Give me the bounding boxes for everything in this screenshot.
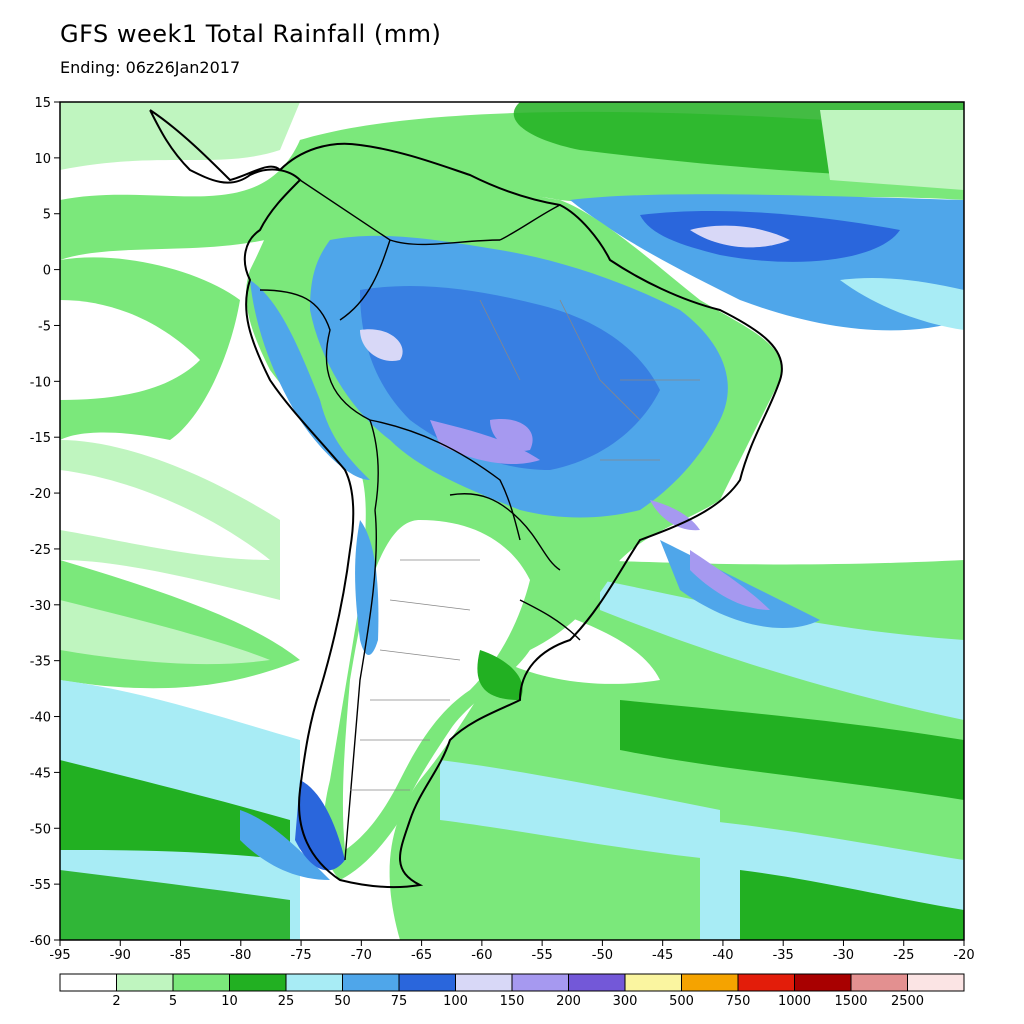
lat-tick-label: -55 bbox=[30, 878, 51, 893]
province-borders bbox=[350, 299, 700, 791]
lon-tick-label: -45 bbox=[652, 948, 673, 963]
lat-tick-label: 10 bbox=[34, 152, 51, 167]
colorbar-swatch bbox=[116, 973, 174, 992]
colorbar-label: 750 bbox=[726, 994, 751, 1009]
colorbar-swatch bbox=[398, 973, 456, 992]
plot-frame bbox=[59, 101, 965, 941]
colorbar-label: 200 bbox=[556, 994, 581, 1009]
lon-tick-label: -20 bbox=[953, 948, 974, 963]
map-title: GFS week1 Total Rainfall (mm) bbox=[60, 20, 442, 48]
lon-tick-label: -40 bbox=[712, 948, 733, 963]
lat-tick-label: -30 bbox=[30, 599, 51, 614]
colorbar-swatch bbox=[172, 973, 230, 992]
map-subtitle: Ending: 06z26Jan2017 bbox=[60, 58, 241, 77]
lon-tick-label: -90 bbox=[110, 948, 131, 963]
colorbar: 2 5 10 25 50 75 100 150 200 300 500 750 1000 1500 2500 bbox=[59, 973, 965, 1009]
lat-tick-label: -45 bbox=[30, 766, 51, 781]
colorbar-label: 2500 bbox=[891, 994, 924, 1009]
colorbar-label: 100 bbox=[443, 994, 468, 1009]
lat-tick-label: -5 bbox=[38, 319, 51, 334]
latitude-axis: 15 10 5 0 -5 -10 -15 -20 -25 -30 -35 -40 -45 -50 -55 -6… bbox=[30, 96, 60, 949]
colorbar-swatch bbox=[285, 973, 343, 992]
lon-tick-label: -75 bbox=[290, 948, 311, 963]
lat-tick-label: -20 bbox=[30, 487, 51, 502]
colorbar-label: 50 bbox=[334, 994, 351, 1009]
colorbar-label: 2 bbox=[112, 994, 120, 1009]
colorbar-label: 10 bbox=[221, 994, 238, 1009]
colorbar-swatch bbox=[681, 973, 739, 992]
colorbar-swatch bbox=[511, 973, 569, 992]
colorbar-swatch bbox=[455, 973, 513, 992]
colorbar-swatch bbox=[794, 973, 852, 992]
colorbar-label: 300 bbox=[613, 994, 638, 1009]
rainfall-field bbox=[60, 102, 964, 940]
lat-tick-label: -60 bbox=[30, 934, 51, 949]
colorbar-label: 5 bbox=[169, 994, 177, 1009]
lat-tick-label: 5 bbox=[43, 208, 51, 223]
coastline bbox=[149, 109, 783, 889]
lon-tick-label: -25 bbox=[893, 948, 914, 963]
lat-tick-label: -25 bbox=[30, 543, 51, 558]
colorbar-swatch bbox=[229, 973, 287, 992]
longitude-axis: -95 -90 -85 -80 -75 -70 -65 -60 -55 -50 -45 -40 -35 -… bbox=[49, 940, 975, 963]
lon-tick-label: -65 bbox=[411, 948, 432, 963]
lat-tick-label: -50 bbox=[30, 822, 51, 837]
lon-tick-label: -35 bbox=[773, 948, 794, 963]
colorbar-label: 500 bbox=[669, 994, 694, 1009]
colorbar-swatch bbox=[907, 973, 965, 992]
colorbar-swatch bbox=[850, 973, 908, 992]
lat-tick-label: -35 bbox=[30, 655, 51, 670]
lat-tick-label: -15 bbox=[30, 431, 51, 446]
lat-tick-label: -40 bbox=[30, 711, 51, 726]
colorbar-swatch bbox=[624, 973, 682, 992]
lon-tick-label: -70 bbox=[351, 948, 372, 963]
colorbar-swatch bbox=[737, 973, 795, 992]
lon-tick-label: -80 bbox=[230, 948, 251, 963]
colorbar-swatch bbox=[59, 973, 117, 992]
colorbar-swatch bbox=[342, 973, 400, 992]
country-borders bbox=[259, 179, 581, 861]
colorbar-swatch bbox=[568, 973, 626, 992]
lon-tick-label: -30 bbox=[833, 948, 854, 963]
lat-tick-label: 15 bbox=[34, 96, 51, 111]
colorbar-label: 1500 bbox=[834, 994, 867, 1009]
lon-tick-label: -60 bbox=[471, 948, 492, 963]
lat-tick-label: -10 bbox=[30, 375, 51, 390]
lat-tick-label: 0 bbox=[43, 264, 51, 279]
colorbar-label: 1000 bbox=[778, 994, 811, 1009]
colorbar-label: 25 bbox=[278, 994, 295, 1009]
lon-tick-label: -50 bbox=[592, 948, 613, 963]
lon-tick-label: -55 bbox=[532, 948, 553, 963]
lon-tick-label: -85 bbox=[170, 948, 191, 963]
lon-tick-label: -95 bbox=[49, 948, 70, 963]
colorbar-label: 150 bbox=[500, 994, 525, 1009]
colorbar-label: 75 bbox=[391, 994, 408, 1009]
